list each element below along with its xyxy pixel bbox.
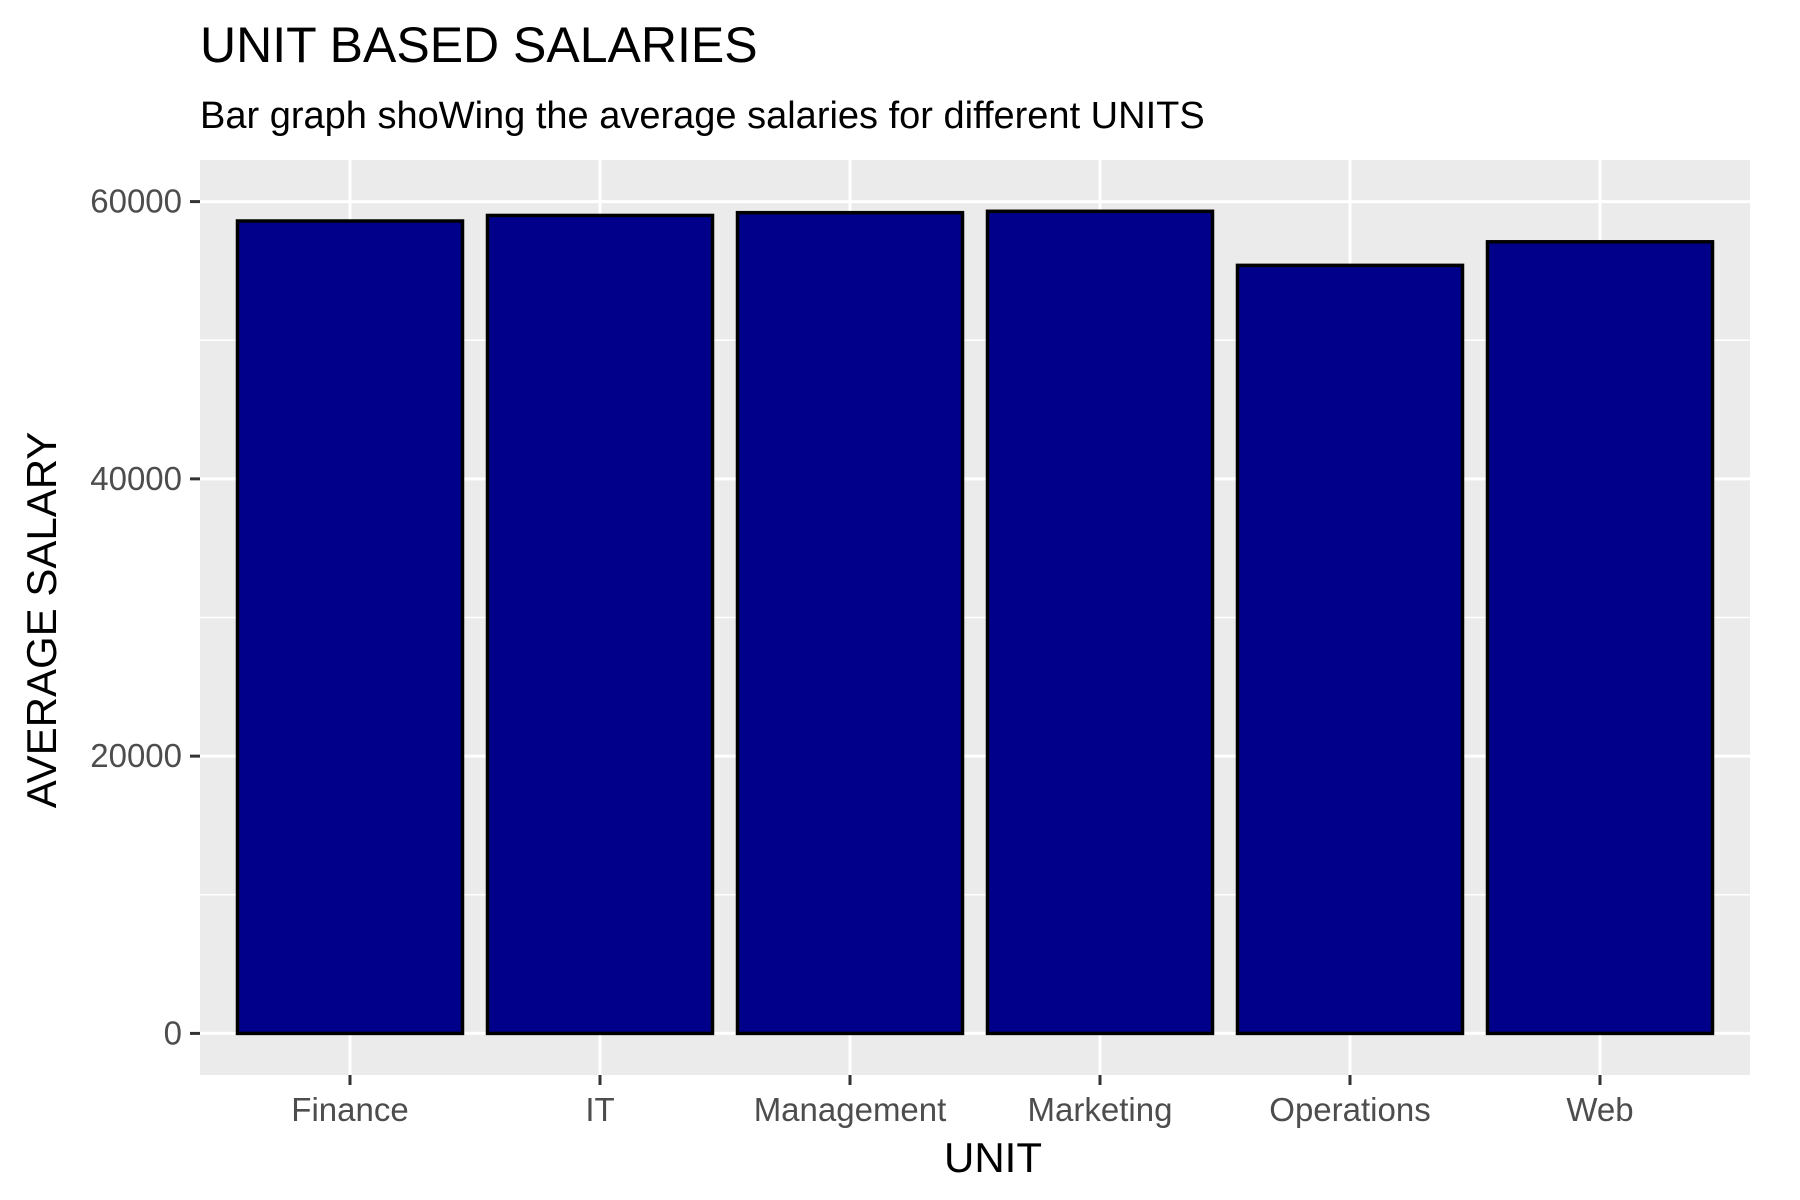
x-axis-title: UNIT: [944, 1134, 1042, 1181]
x-tick-label: Finance: [291, 1091, 408, 1128]
bar-web: [1485, 240, 1715, 1036]
x-axis: Finance IT Management Marketing Operations We…: [291, 1075, 1634, 1128]
x-tick-label: IT: [585, 1091, 614, 1128]
y-tick-label: 60000: [90, 183, 182, 220]
bar-marketing: [985, 209, 1215, 1036]
x-tick-label: Management: [754, 1091, 947, 1128]
bar-management: [735, 210, 965, 1036]
y-tick-label: 40000: [90, 460, 182, 497]
bar-it: [485, 213, 715, 1036]
y-axis-title: AVERAGE SALARY: [18, 432, 65, 809]
x-tick-label: Web: [1566, 1091, 1633, 1128]
y-tick-label: 20000: [90, 737, 182, 774]
x-tick-label: Marketing: [1028, 1091, 1173, 1128]
chart-subtitle: Bar graph shoWing the average salaries f…: [200, 95, 1205, 137]
chart-title: UNIT BASED SALARIES: [200, 17, 758, 73]
y-axis: 0 20000 40000 60000: [90, 183, 200, 1051]
x-tick-label: Operations: [1269, 1091, 1430, 1128]
y-tick-label: 0: [164, 1014, 182, 1051]
bar-operations: [1235, 263, 1465, 1036]
bars: [235, 209, 1715, 1036]
bar-finance: [235, 219, 465, 1036]
